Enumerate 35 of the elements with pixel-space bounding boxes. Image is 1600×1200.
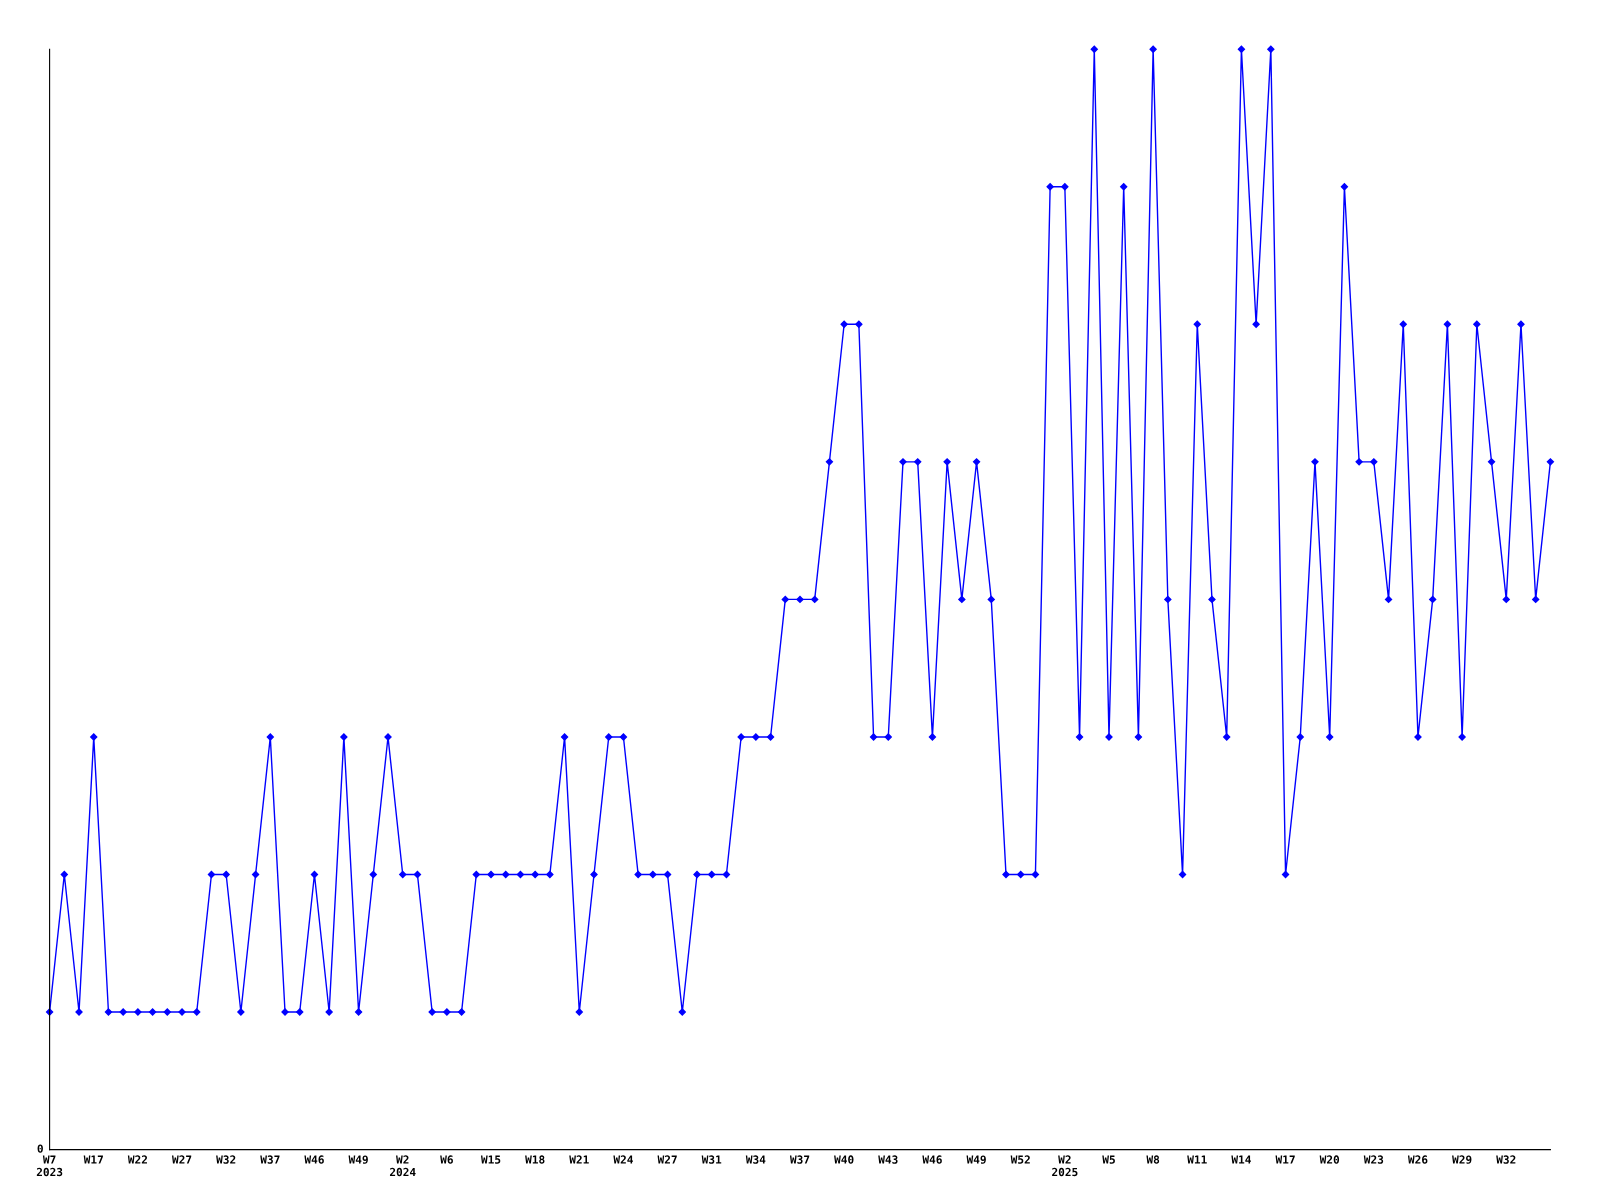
x-tick-label: W2 2024 (389, 1155, 416, 1177)
x-tick-label: W8 (1146, 1155, 1160, 1164)
x-tick-label: W23 (1363, 1155, 1384, 1164)
x-tick-label: W29 (1452, 1155, 1472, 1164)
text: 0 (37, 1144, 43, 1153)
x-tick-label: W21 (569, 1155, 589, 1164)
x-tick-label: W7 2023 (36, 1155, 63, 1177)
x-tick-label: W37 (789, 1155, 810, 1164)
x-tick-label: W17 (1275, 1155, 1295, 1164)
x-tick-label: W49 (348, 1155, 368, 1164)
x-tick-label: W20 (1319, 1155, 1340, 1164)
x-tick-label: W27 (171, 1155, 192, 1164)
x-tick-label: W37 (260, 1155, 280, 1164)
x-tick-label: W6 (440, 1155, 453, 1164)
x-tick-label: W31 (701, 1155, 722, 1164)
x-tick-label: W18 (525, 1155, 545, 1164)
x-tick-label: W49 (966, 1155, 986, 1164)
x-tick-label: W17 (83, 1155, 103, 1164)
x-tick-label: W15 (480, 1155, 501, 1164)
x-tick-label: W11 (1187, 1155, 1207, 1164)
x-tick-label: W34 (745, 1155, 766, 1164)
x-tick-label: W24 (613, 1155, 633, 1164)
x-tick-label: W46 (304, 1155, 324, 1164)
x-tick-label: W2 2025 (1052, 1155, 1078, 1177)
x-tick-label: W43 (878, 1155, 898, 1164)
x-tick-label: W46 (922, 1155, 942, 1164)
x-tick-label: W40 (834, 1155, 854, 1164)
x-tick-label: W32 (216, 1155, 236, 1164)
x-tick-label: W14 (1231, 1155, 1251, 1164)
x-tick-label: W52 (1010, 1155, 1030, 1164)
x-tick-label: W27 (657, 1155, 677, 1164)
x-tick-label: W22 (127, 1155, 147, 1164)
x-tick-label: W32 (1496, 1155, 1516, 1164)
x-tick-label: W26 (1407, 1155, 1428, 1164)
x-tick-label: W5 (1102, 1155, 1115, 1164)
